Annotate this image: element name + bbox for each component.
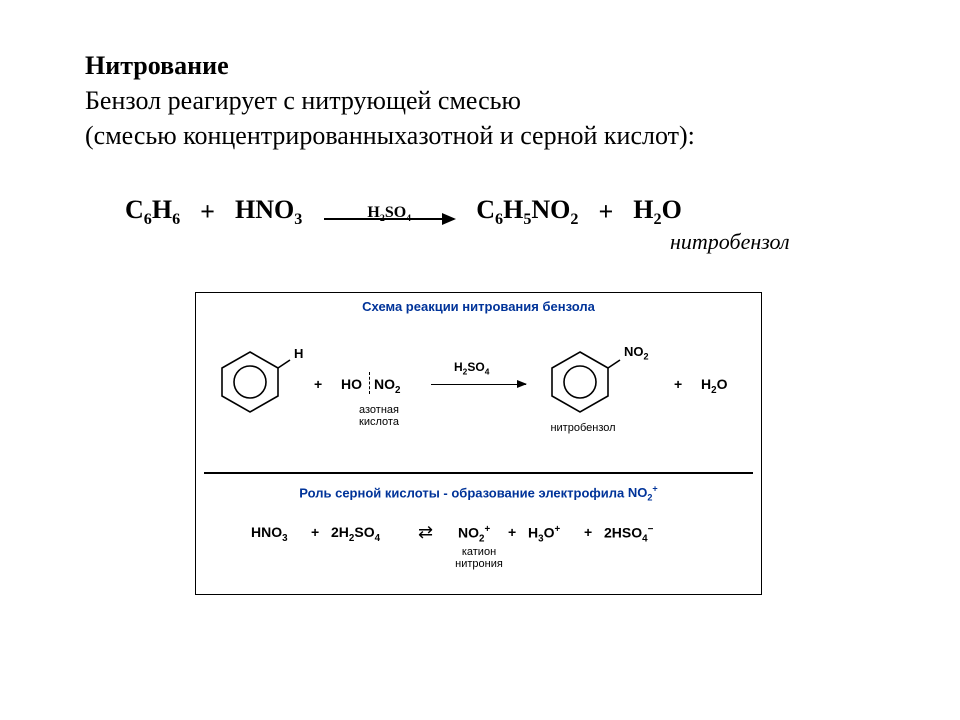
header-line3: (смесью концентрированныхазотной и серно… (85, 121, 695, 150)
row2-plus3: + (584, 524, 592, 540)
reagent-no2: NO2 (374, 376, 400, 396)
row1-arrow-label: H2SO4 (454, 360, 489, 376)
eq1-product-water: H2O (623, 195, 692, 229)
scheme-row-electrophile: Роль серной кислоты - образование электр… (196, 474, 761, 594)
row2-plus2: + (508, 524, 516, 540)
scheme-title: Схема реакции нитрования бензола (196, 293, 761, 322)
row1-arrow (431, 384, 526, 385)
ring2-label: нитробензол (538, 422, 628, 434)
row1-plus1: + (314, 376, 322, 392)
eq1-arrow: H2SO4 (312, 204, 466, 220)
reagent-label: азотная кислота (344, 404, 414, 428)
eq1-reactant-benzene: C6H6 (115, 195, 190, 229)
header-block: Нитрование Бензол реагирует с нитрующей … (85, 48, 695, 153)
row2-h2so4: 2H2SO4 (331, 524, 380, 544)
row2-h3oplus: H3O+ (528, 524, 560, 544)
reagent-split-line (369, 372, 370, 394)
header-line2: Бензол реагирует с нитрующей смесью (85, 86, 521, 115)
eq1-plus1: + (190, 197, 225, 227)
benzene-ring-1 (218, 350, 282, 414)
row2-hso4minus: 2HSO4− (604, 524, 653, 544)
benzene-ring-2 (548, 350, 612, 414)
row2-plus1: + (311, 524, 319, 540)
row2-no2plus-label: катион нитрония (444, 546, 514, 570)
page: Нитрование Бензол реагирует с нитрующей … (0, 0, 960, 720)
scheme-row-structures: H + HO NO2 азотная кислота H2SO4 NO2 нит… (196, 322, 761, 472)
row1-plus2: + (674, 376, 682, 392)
eq1-arrow-label: H2SO4 (367, 204, 411, 224)
reaction-scheme-box: Схема реакции нитрования бензола H + HO … (195, 292, 762, 595)
eq1-product-nitrobenzene: C6H5NO2 (466, 195, 588, 229)
reagent-ho: HO (341, 376, 362, 392)
page-title: Нитрование (85, 51, 229, 80)
row2-caption-text: Роль серной кислоты - образование электр… (299, 485, 628, 500)
ring2-substituent: NO2 (624, 344, 649, 362)
ring1-substituent: H (294, 346, 303, 361)
eq1-plus2: + (588, 197, 623, 227)
row2-caption-species: NO2+ (628, 485, 658, 500)
row2-hno3: HNO3 (251, 524, 288, 544)
row2-equilibrium-arrow: ⇄ (418, 522, 433, 543)
equation-nitration-text: C6H6 + HNO3 H2SO4 C6H5NO2 + H2O нитробен… (115, 195, 692, 229)
eq1-reactant-hno3: HNO3 (225, 195, 312, 229)
row2-caption: Роль серной кислоты - образование электр… (196, 484, 761, 503)
row1-byproduct: H2O (701, 376, 727, 396)
row2-no2plus: NO2+ (458, 524, 490, 544)
eq1-product-label: нитробензол (670, 229, 790, 255)
